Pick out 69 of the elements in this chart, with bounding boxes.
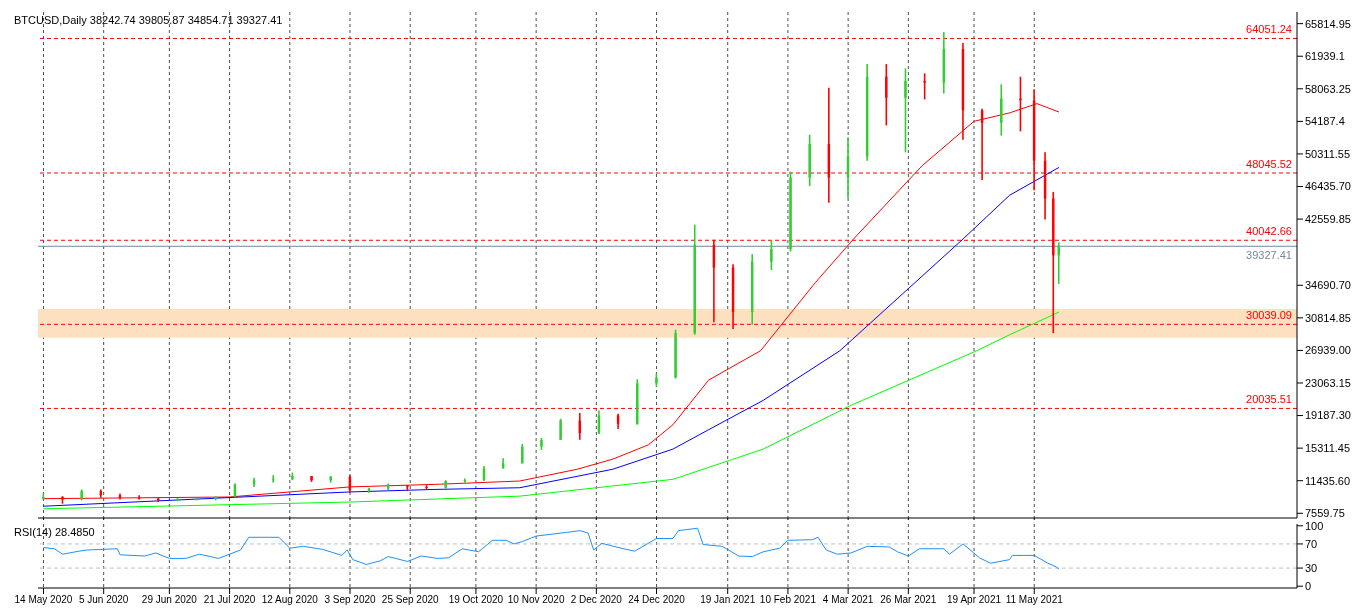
candlestick [904,67,907,154]
candlestick [329,475,332,484]
x-tick-label: 10 Nov 2020 [507,594,565,606]
candlestick [444,479,447,490]
line-series [42,167,1060,507]
candlestick [655,372,658,388]
candlestick [559,418,562,441]
candlestick [674,328,677,380]
x-tick-label: 4 Mar 2021 [822,594,874,606]
y-tick-label: 65814.95 [1305,17,1351,30]
x-tick-label: 2 Dec 2020 [570,594,623,606]
line-series [42,311,1060,510]
x-tick-label: 5 Jun 2020 [78,594,129,606]
candlestick [80,488,83,502]
ref-line-label: 48045.52 [1246,158,1292,170]
candlestick [425,484,428,491]
y-tick-label: 11435.60 [1305,474,1351,487]
y-tick-label: 19187.30 [1305,409,1351,422]
candlestick [272,474,275,484]
candlestick [923,72,926,101]
candlestick [540,437,543,451]
candlestick [406,484,409,492]
candlestick [789,170,792,253]
y-tick-label: 34690.70 [1305,279,1351,292]
y-tick-label: 0 [1305,580,1312,593]
candlestick [42,492,45,501]
candlestick [176,497,179,502]
ref-line-label: 40042.66 [1246,225,1292,238]
x-tick-label: 19 Jan 2021 [700,594,756,606]
y-tick-label: 7559.75 [1305,507,1345,520]
ref-line-label: 30039.09 [1246,309,1292,322]
x-tick-label: 21 Jul 2020 [203,594,256,606]
candlestick [808,133,811,187]
candlestick [291,471,294,481]
y-tick-label: 54187.4 [1305,115,1345,128]
x-tick-label: 19 Apr 2021 [947,594,1002,606]
x-tick-label: 3 Sep 2020 [324,594,377,606]
y-tick-label: 61939.1 [1305,50,1345,63]
candlestick [770,239,773,271]
candlestick [885,63,888,127]
y-tick-label: 100 [1305,519,1324,532]
x-tick-label: 10 Feb 2021 [759,594,817,606]
ref-line-label: 64051.24 [1246,23,1292,36]
candlestick [521,443,524,465]
x-tick-label: 24 Dec 2020 [628,594,686,606]
y-tick-label: 58063.25 [1305,82,1351,95]
x-tick-label: 19 Oct 2020 [448,594,504,606]
chart-title: RSI(14) 28.4850 [14,526,95,538]
x-tick-label: 29 Jun 2020 [141,594,198,606]
x-tick-label: 12 Aug 2020 [261,594,319,606]
y-tick-label: 30814.85 [1305,311,1351,324]
chart-title: BTCUSD,Daily 38242.74 39805.87 34854.71 39327.41 [14,14,283,26]
x-tick-label: 25 Sep 2020 [381,594,440,606]
candlestick [463,477,467,484]
x-tick-label: 14 May 2020 [14,594,73,606]
candlestick [310,475,313,483]
y-tick-label: 26939.00 [1305,344,1351,357]
ref-line-label: 20035.51 [1246,393,1292,406]
x-tick-label: 11 May 2021 [1005,594,1064,606]
x-tick-label: 26 Mar 2021 [880,594,937,606]
y-tick-label: 70 [1305,537,1318,550]
ref-line-label: 39327.41 [1246,249,1292,262]
y-tick-label: 15311.45 [1305,442,1351,455]
y-tick-label: 46435.70 [1305,180,1351,193]
y-tick-label: 30 [1305,561,1318,574]
candlestick [1000,83,1003,137]
y-tick-label: 50311.55 [1305,147,1351,160]
y-tick-label: 42559.85 [1305,213,1351,226]
y-tick-label: 23063.15 [1305,376,1351,389]
